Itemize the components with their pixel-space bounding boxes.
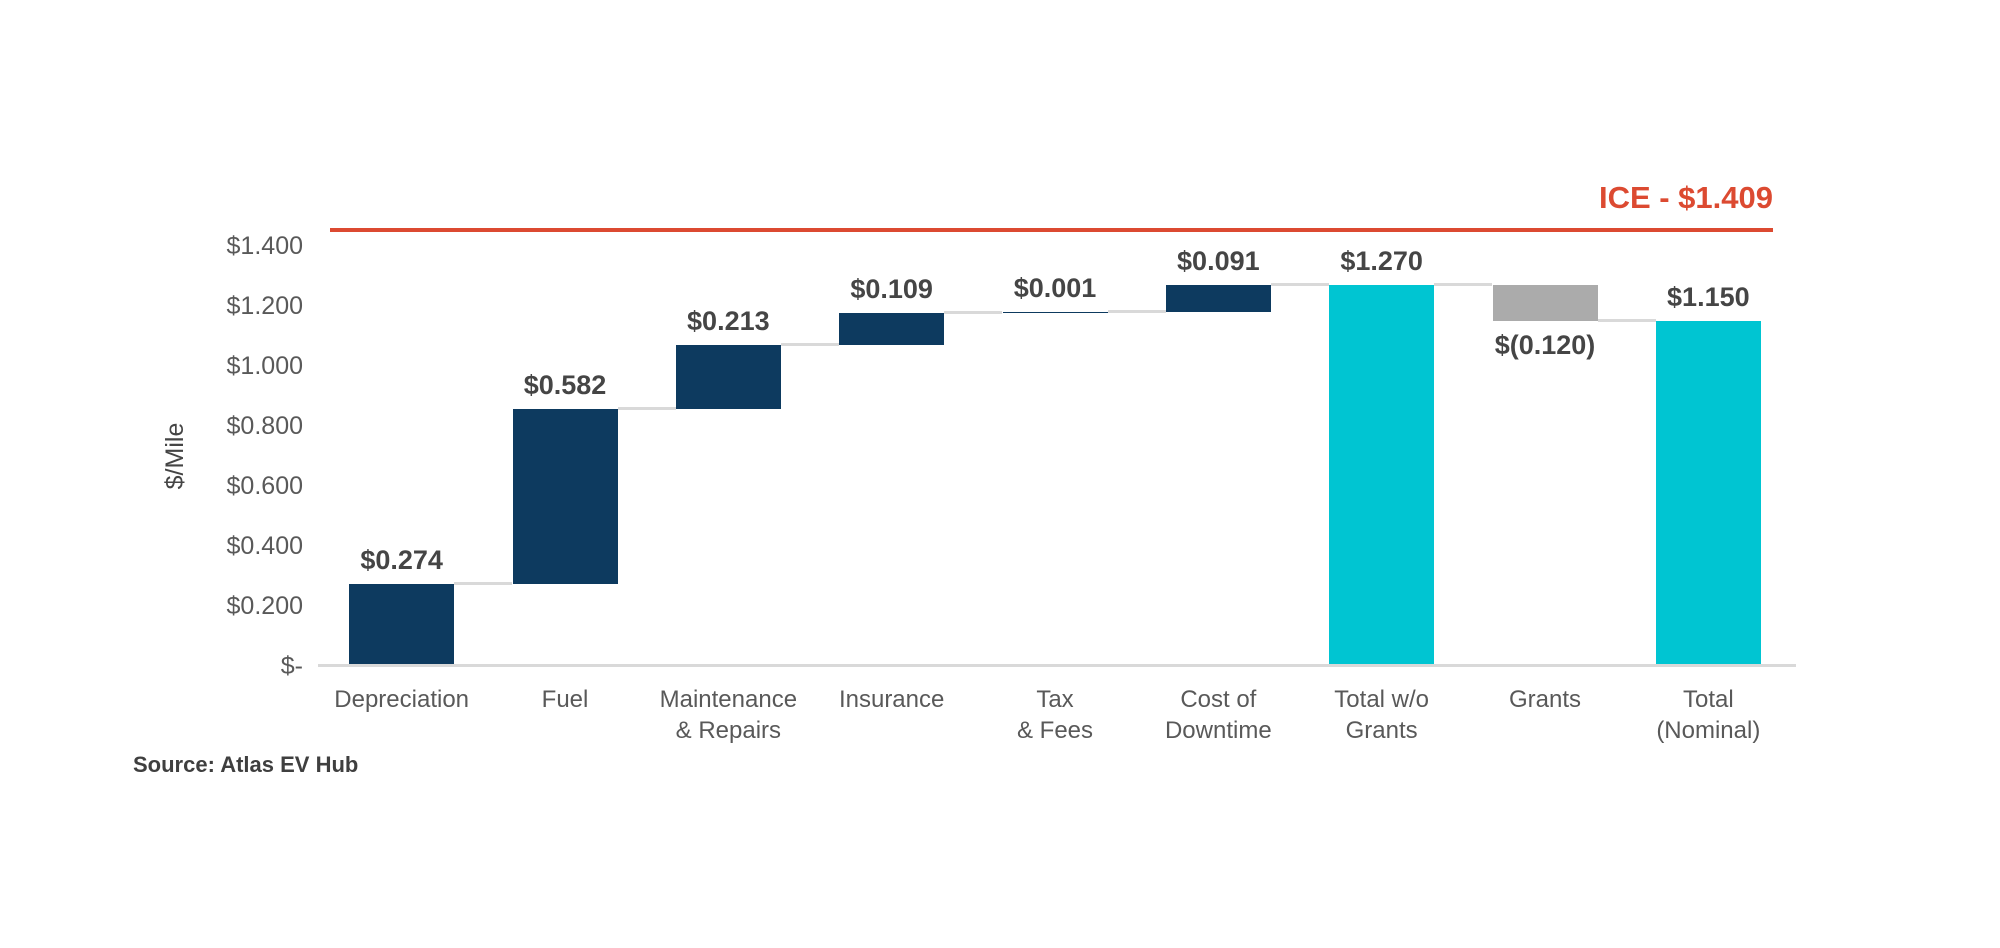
bar-value-label: $1.270 <box>1340 246 1423 276</box>
waterfall-bar-grants <box>1492 285 1598 321</box>
y-tick-label: $0.200 <box>226 592 303 620</box>
waterfall-bar-maintenance-repairs <box>675 345 781 410</box>
bar-value-label: $1.150 <box>1667 282 1750 312</box>
connector-line <box>1434 283 1493 286</box>
connector-line <box>780 343 840 347</box>
category-label: Fuel <box>541 686 589 713</box>
y-tick-label: $1.200 <box>226 292 303 320</box>
bar-value-label: $0.001 <box>1013 273 1097 304</box>
category-label: Insurance <box>838 686 945 713</box>
category-label: Grants <box>1508 686 1582 713</box>
category-label: Total w/o Grants <box>1334 686 1430 744</box>
y-tick-label: $0.600 <box>226 472 303 500</box>
connector-line <box>1597 319 1656 322</box>
waterfall-bar-insurance <box>839 312 945 346</box>
connector-line <box>454 581 513 585</box>
category-label: Maintenance & Repairs <box>659 686 798 744</box>
source-note: Source: Atlas EV Hub <box>133 752 359 777</box>
bar-value-label: $0.582 <box>523 370 607 401</box>
connector-line <box>1270 283 1330 286</box>
bar-value-label: $0.213 <box>687 306 770 337</box>
waterfall-bar-fuel <box>512 409 618 584</box>
connector-line <box>944 310 1003 314</box>
category-label: Depreciation <box>334 686 470 713</box>
y-tick-label: $1.400 <box>226 232 303 260</box>
ice-reference-label: ICE - $1.409 <box>1598 180 1773 215</box>
bar-value-label: $0.109 <box>850 273 933 304</box>
bar-value-label: $(0.120) <box>1494 330 1596 360</box>
y-tick-label: $1.000 <box>226 352 303 380</box>
connector-line <box>1107 310 1166 314</box>
connector-line <box>617 407 676 411</box>
bar-value-label: $0.091 <box>1177 246 1260 276</box>
waterfall-bar-total-nominal- <box>1655 321 1761 666</box>
bar-value-label: $0.274 <box>360 544 443 575</box>
y-tick-label: $0.400 <box>226 532 303 560</box>
category-label: Cost of Downtime <box>1164 686 1272 744</box>
waterfall-bar-depreciation <box>349 583 455 666</box>
y-tick-label: $0.800 <box>226 412 303 440</box>
y-tick-label: $- <box>280 652 303 680</box>
category-label: Tax & Fees <box>1016 686 1094 744</box>
waterfall-bar-cost-of-downtime <box>1165 285 1271 313</box>
waterfall-bar-total-w-o-grants <box>1329 285 1435 666</box>
x-axis-line <box>318 664 1796 667</box>
ice-reference-line <box>330 228 1773 232</box>
category-label: Total (Nominal) <box>1656 686 1761 744</box>
